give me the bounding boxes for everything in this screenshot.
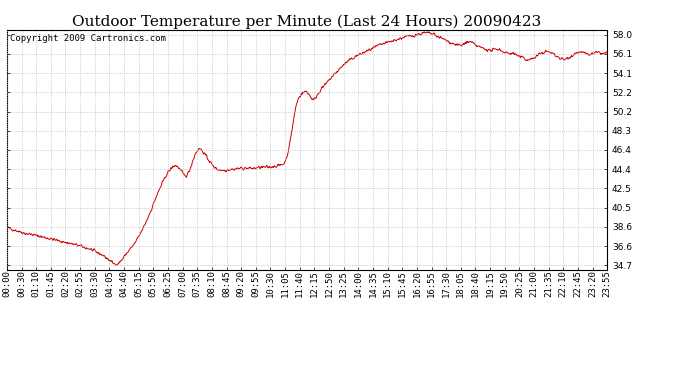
- Text: Copyright 2009 Cartronics.com: Copyright 2009 Cartronics.com: [10, 34, 166, 43]
- Title: Outdoor Temperature per Minute (Last 24 Hours) 20090423: Outdoor Temperature per Minute (Last 24 …: [72, 15, 542, 29]
